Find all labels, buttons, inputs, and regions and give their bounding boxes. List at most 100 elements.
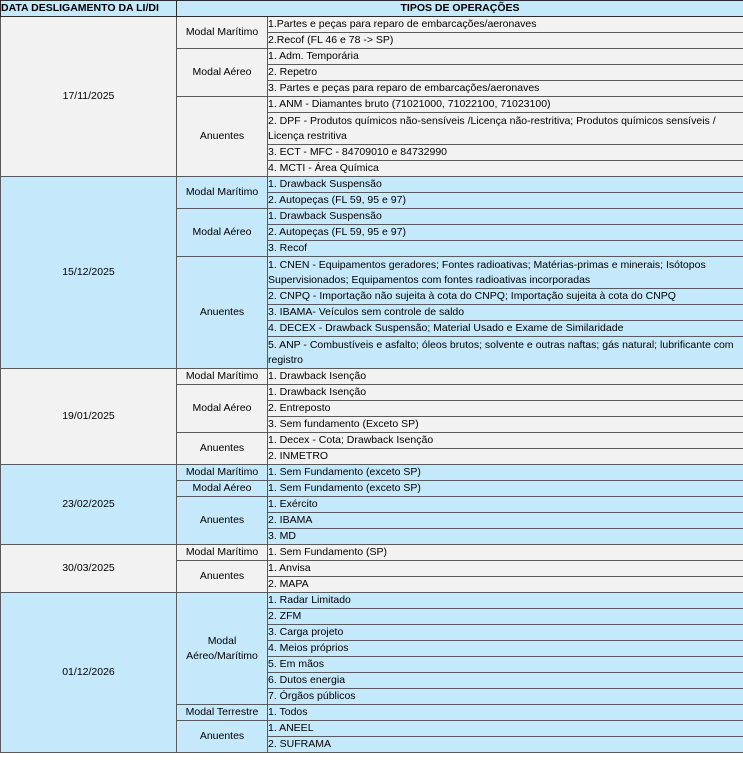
table-row: 7. Órgãos públicos [1, 688, 743, 705]
table-row: 2.Recof (FL 46 e 78 -> SP) [1, 32, 743, 49]
cell-operation: 1. Sem Fundamento (SP) [267, 544, 743, 561]
table-row: 5. ANP - Combustíveis e asfalto; óleos b… [1, 336, 743, 369]
cell-date: 17/11/2025 [0, 16, 177, 177]
cell-operation: 3. Recof [267, 240, 743, 257]
cell-modal-label: Modal Aéreo [176, 384, 268, 433]
cell-modal-label: Modal Aéreo [176, 48, 268, 97]
cell-operation: 3. IBAMA- Veículos sem controle de saldo [267, 304, 743, 321]
cell-operation: 2. MAPA [267, 576, 743, 593]
table-row: 3. IBAMA- Veículos sem controle de saldo [1, 304, 743, 321]
column-header-operations: TIPOS DE OPERAÇÕES [176, 0, 743, 17]
cell-modal-label: Modal Aéreo/Marítimo [176, 592, 268, 705]
cell-operation: 1. Drawback Suspensão [267, 176, 743, 193]
table-row: 3. ECT - MFC - 84709010 e 84732990 [1, 144, 743, 161]
cell-operation: 3. Partes e peças para reparo de embarca… [267, 80, 743, 97]
cell-modal-label: Modal Aéreo [176, 208, 268, 257]
cell-modal-label: Anuentes [176, 560, 268, 593]
table-row: 23/02/2025 Modal Marítimo 1. Sem Fundament… [0, 464, 743, 545]
table-row: 2. DPF - Produtos químicos não-sensíveis… [1, 112, 743, 145]
cell-modal-label: Anuentes [176, 256, 268, 369]
cell-date: 30/03/2025 [0, 544, 177, 593]
cell-modal-label: Modal Marítimo [176, 176, 268, 209]
table-row: Modal Aéreo 1. Drawback Suspensão [1, 208, 743, 257]
cell-operation: 1.Partes e peças para reparo de embarcaç… [267, 16, 743, 33]
cell-operation: 2. Autopeças (FL 59, 95 e 97) [267, 192, 743, 209]
table-row: 4. MCTI - Área Química [1, 160, 743, 177]
cell-operation: 1. Radar Limitado [267, 592, 743, 609]
table-row: 30/03/2025 Modal Marítimo 1. Sem Fundament… [0, 544, 743, 593]
cell-operation: 2. ZFM [267, 608, 743, 625]
table-row: 3. Sem fundamento (Exceto SP) [1, 416, 743, 433]
cell-modal-label: Anuentes [176, 496, 268, 545]
cell-operation: 3. Sem fundamento (Exceto SP) [267, 416, 743, 433]
cell-operation: 3. Carga projeto [267, 624, 743, 641]
table-body: 17/11/2025 Modal Marítimo 1.Partes e peças… [0, 16, 743, 753]
cell-operation: 5. Em mãos [267, 656, 743, 673]
cell-operation: 2. CNPQ - Importação não sujeita à cota … [267, 288, 743, 305]
table-row: Anuentes 1. CNEN - Equipamentos geradores… [1, 256, 743, 369]
table-row: Modal Aéreo 1. Adm. Temporária [1, 48, 743, 97]
cell-operation: 4. DECEX - Drawback Suspensão; Material … [267, 320, 743, 337]
cell-operation: 1. Exército [267, 496, 743, 513]
cell-operation: 1. CNEN - Equipamentos geradores; Fontes… [267, 256, 743, 289]
cell-modal-label: Modal Aéreo [176, 480, 268, 497]
cell-operation: 1. Drawback Isenção [267, 368, 743, 385]
cell-operation: 1. Drawback Isenção [267, 384, 743, 401]
table-row: 2. ZFM [1, 608, 743, 625]
table-row: 2. Entreposto [1, 400, 743, 417]
cell-operation: 7. Órgãos públicos [267, 688, 743, 705]
cell-operation: 2. SUFRAMA [267, 736, 743, 753]
cell-operation: 6. Dutos energia [267, 672, 743, 689]
cell-operation: 2. Entreposto [267, 400, 743, 417]
table-row: 6. Dutos energia [1, 672, 743, 689]
cell-operation: 2. DPF - Produtos químicos não-sensíveis… [267, 112, 743, 145]
cell-operation: 1. Anvisa [267, 560, 743, 577]
table-row: Anuentes 1. Anvisa [1, 560, 743, 593]
table-row: 3. Recof [1, 240, 743, 257]
cell-modal-label: Modal Marítimo [176, 464, 268, 481]
column-header-date: DATA DESLIGAMENTO DA LI/DI [0, 0, 177, 17]
cell-modal-label: Modal Marítimo [176, 16, 268, 49]
cell-modal-label: Anuentes [176, 96, 268, 177]
cell-modal-label: Modal Terrestre [176, 704, 268, 721]
table-header-row: DATA DESLIGAMENTO DA LI/DI TIPOS DE OPER… [0, 0, 743, 17]
table-row: 19/01/2025 Modal Marítimo 1. Drawback Isen… [0, 368, 743, 465]
cell-operation: 3. ECT - MFC - 84709010 e 84732990 [267, 144, 743, 161]
cell-date: 23/02/2025 [0, 464, 177, 545]
table-row: 2. CNPQ - Importação não sujeita à cota … [1, 288, 743, 305]
cell-operation: 5. ANP - Combustíveis e asfalto; óleos b… [267, 336, 743, 369]
cell-operation: 1. ANEEL [267, 720, 743, 737]
cell-operation: 1. Todos [267, 704, 743, 721]
cell-date: 15/12/2025 [0, 176, 177, 369]
table-row: Anuentes 1. Exército [1, 496, 743, 545]
table-row: 2. SUFRAMA [1, 736, 743, 753]
cell-operation: 4. MCTI - Área Química [267, 160, 743, 177]
table-row: Modal Terrestre 1. Todos [1, 704, 743, 721]
table-row: 15/12/2025 Modal Marítimo 1. Drawback Susp… [0, 176, 743, 369]
table-row: 4. Meios próprios [1, 640, 743, 657]
table-row: Anuentes 1. ANEEL [1, 720, 743, 753]
cell-operation: 2.Recof (FL 46 e 78 -> SP) [267, 32, 743, 49]
table-row: 2. Autopeças (FL 59, 95 e 97) [1, 192, 743, 209]
table-row: 17/11/2025 Modal Marítimo 1.Partes e peças… [0, 16, 743, 177]
cell-modal-label: Anuentes [176, 720, 268, 753]
cell-modal-label: Anuentes [176, 432, 268, 465]
cell-operation: 1. Sem Fundamento (exceto SP) [267, 464, 743, 481]
cell-operation: 2. Autopeças (FL 59, 95 e 97) [267, 224, 743, 241]
cell-operation: 2. INMETRO [267, 448, 743, 465]
cell-date: 19/01/2025 [0, 368, 177, 465]
cell-modal-label: Modal Marítimo [176, 544, 268, 561]
table-row: 3. MD [1, 528, 743, 545]
cell-operation: 1. Drawback Suspensão [267, 208, 743, 225]
table-row: 01/12/2026 Modal Aéreo/Marítimo 1. Radar L… [0, 592, 743, 753]
cell-operation: 2. Repetro [267, 64, 743, 81]
cell-modal-label: Modal Marítimo [176, 368, 268, 385]
cell-operation: 1. Decex - Cota; Drawback Isenção [267, 432, 743, 449]
table-row: 2. MAPA [1, 576, 743, 593]
cell-operation: 4. Meios próprios [267, 640, 743, 657]
table-row: Anuentes 1. Decex - Cota; Drawback Isençã… [1, 432, 743, 465]
cell-operation: 1. Sem Fundamento (exceto SP) [267, 480, 743, 497]
table-row: 2. IBAMA [1, 512, 743, 529]
cell-operation: 1. Adm. Temporária [267, 48, 743, 65]
